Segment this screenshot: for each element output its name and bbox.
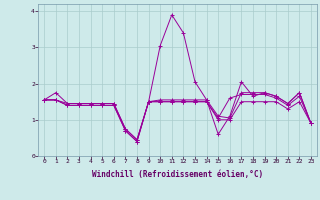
X-axis label: Windchill (Refroidissement éolien,°C): Windchill (Refroidissement éolien,°C): [92, 170, 263, 179]
